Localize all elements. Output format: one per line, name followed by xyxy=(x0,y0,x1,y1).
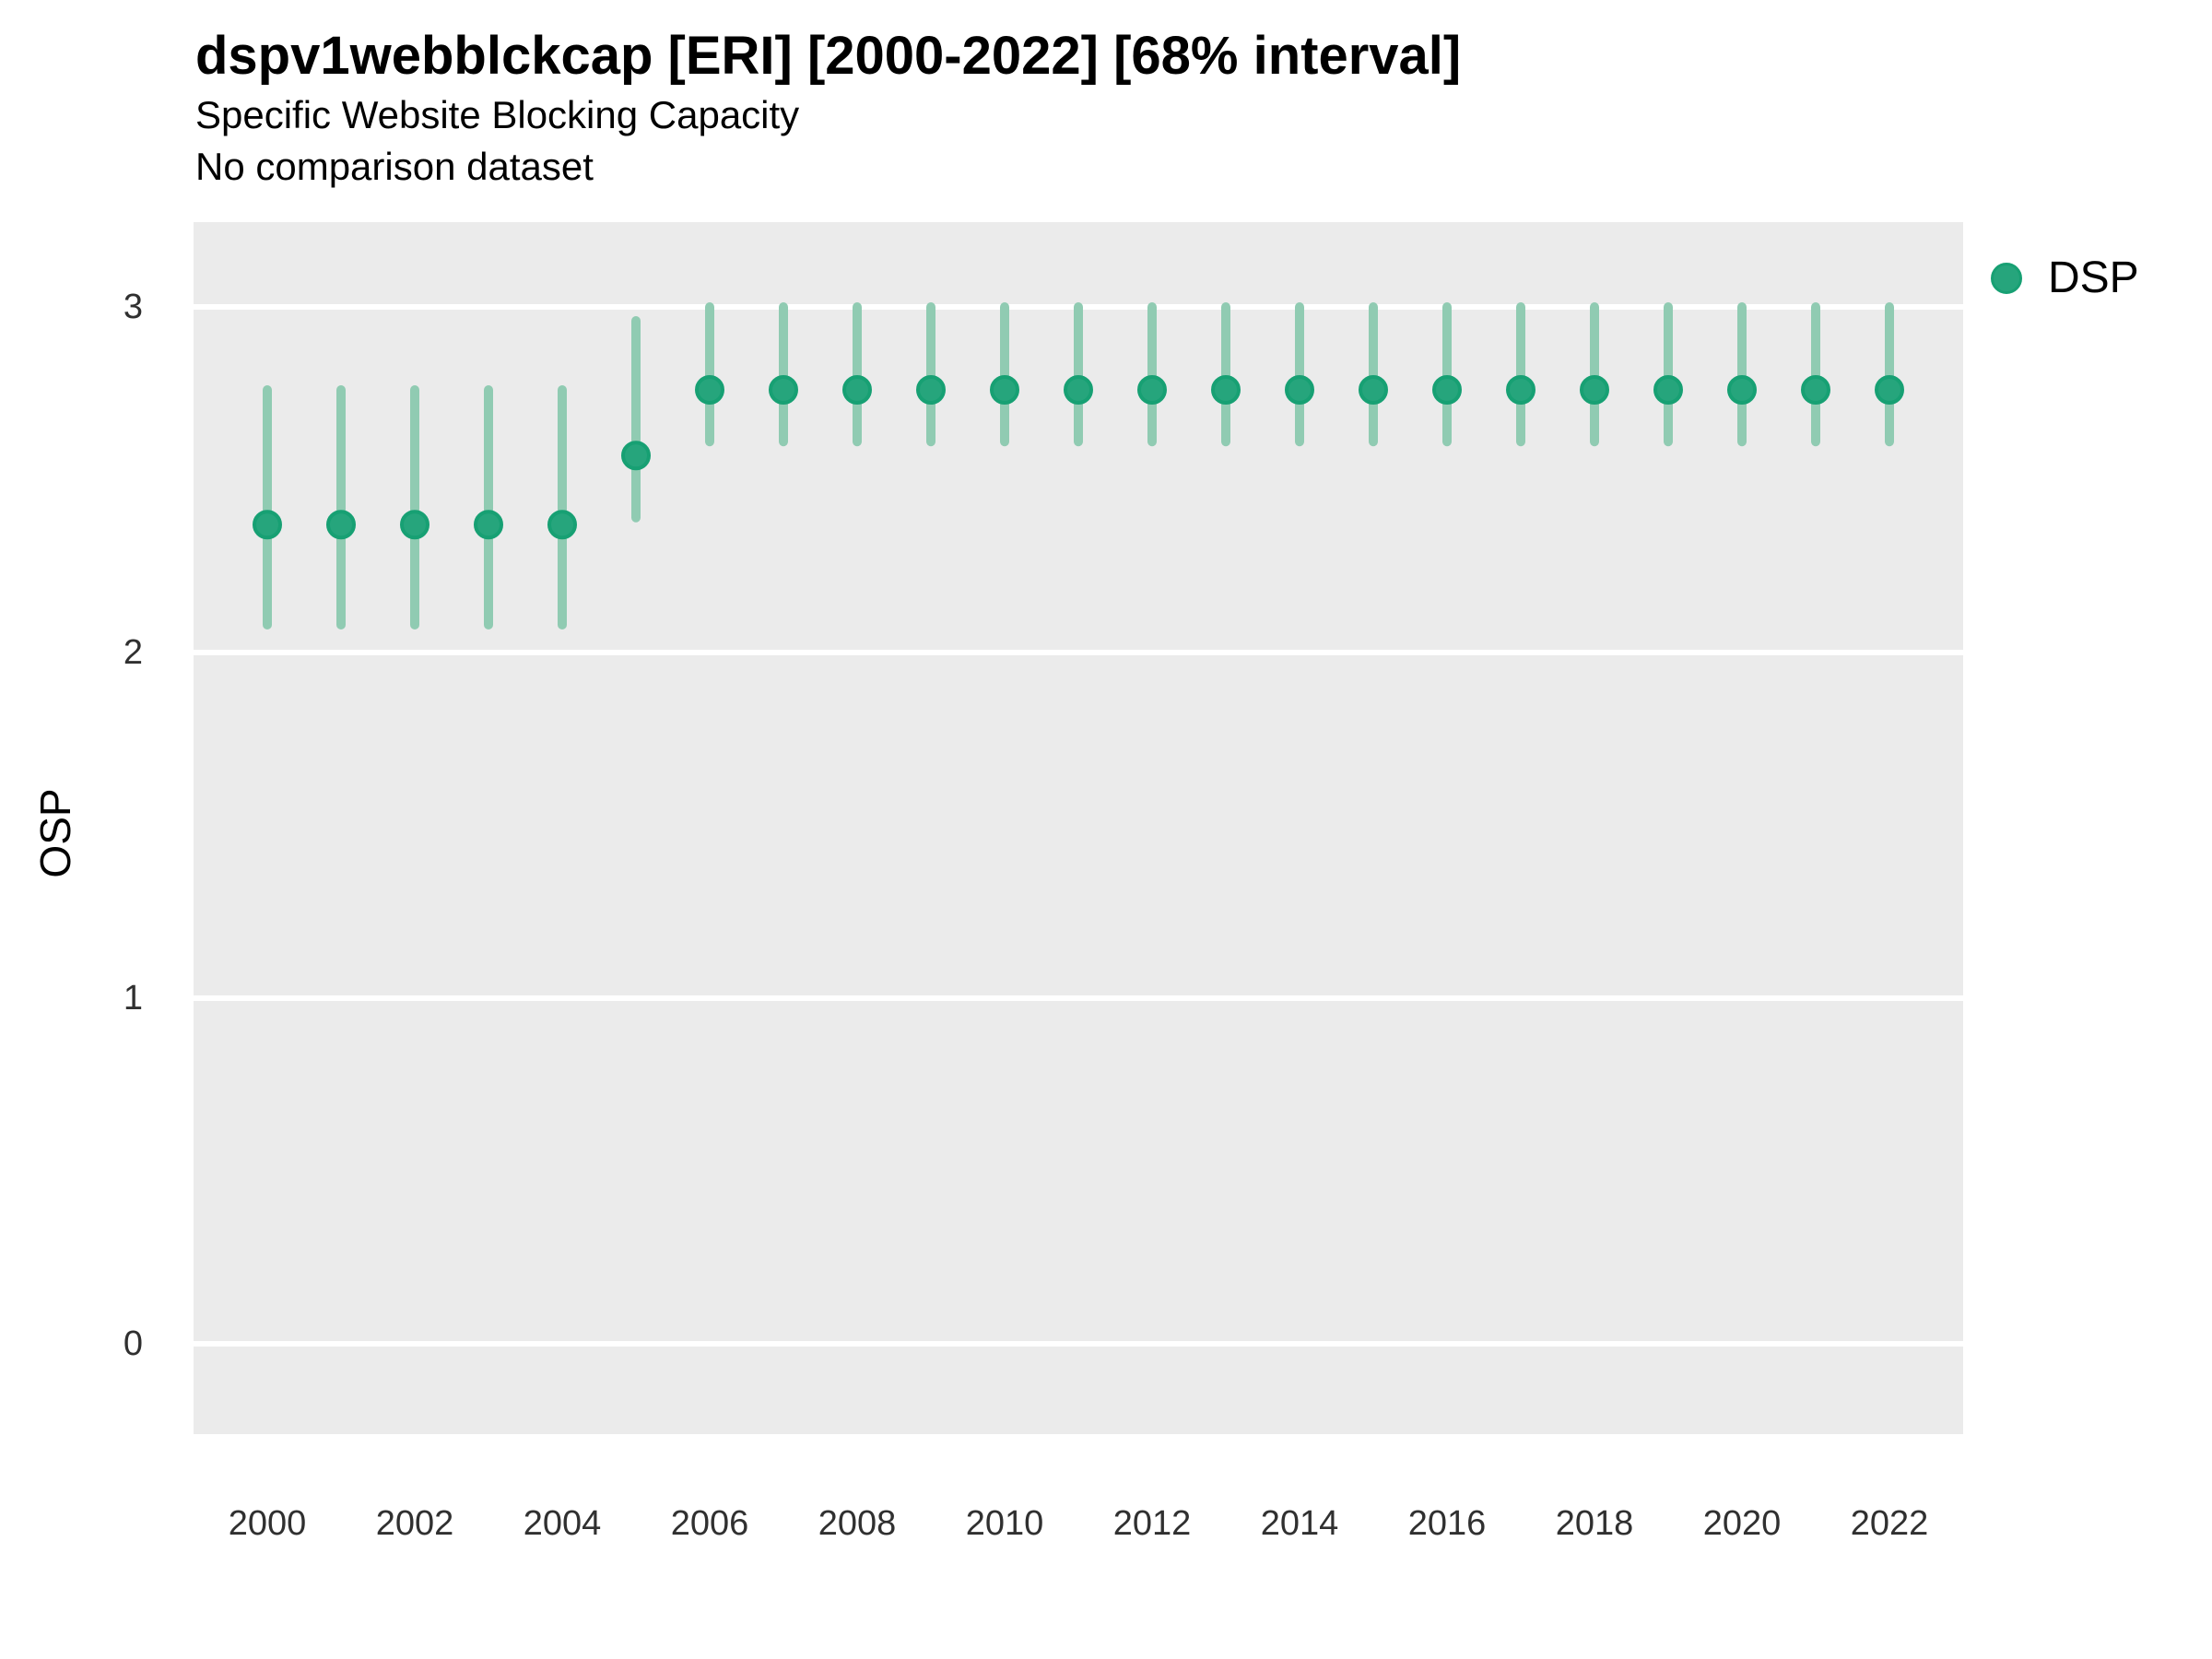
chart-title: dspv1webblckcap [ERI] [2000-2022] [68% i… xyxy=(195,26,1462,86)
data-point-2016 xyxy=(1432,375,1462,405)
chart-subtitle: Specific Website Blocking Capacity xyxy=(195,93,800,136)
data-point-2002 xyxy=(400,510,429,540)
data-point-2011 xyxy=(1064,375,1093,405)
data-point-2013 xyxy=(1211,375,1241,405)
x-tick-label-2016: 2016 xyxy=(1407,1504,1487,1543)
data-point-2000 xyxy=(253,510,282,540)
data-point-2022 xyxy=(1875,375,1904,405)
data-point-2019 xyxy=(1653,375,1683,405)
x-tick-label-2004: 2004 xyxy=(523,1504,602,1543)
data-point-2004 xyxy=(547,510,577,540)
y-tick-label-1: 1 xyxy=(123,979,143,1018)
data-point-2014 xyxy=(1285,375,1314,405)
data-point-2007 xyxy=(769,375,798,405)
data-point-2006 xyxy=(695,375,724,405)
data-point-2018 xyxy=(1580,375,1609,405)
data-point-2021 xyxy=(1801,375,1830,405)
x-tick-label-2000: 2000 xyxy=(228,1504,307,1543)
data-point-2015 xyxy=(1359,375,1388,405)
y-tick-label-0: 0 xyxy=(123,1324,143,1363)
legend: DSP xyxy=(1991,256,2139,300)
y-tick-label-3: 3 xyxy=(123,288,143,326)
x-tick-label-2008: 2008 xyxy=(818,1504,897,1543)
data-point-2003 xyxy=(474,510,503,540)
data-point-2012 xyxy=(1137,375,1167,405)
data-point-2010 xyxy=(990,375,1019,405)
y-tick-label-2: 2 xyxy=(123,633,143,672)
legend-dot-icon xyxy=(1991,263,2022,294)
chart-note: No comparison dataset xyxy=(195,145,594,188)
data-point-2017 xyxy=(1506,375,1535,405)
data-point-2005 xyxy=(621,441,651,471)
x-tick-label-2010: 2010 xyxy=(965,1504,1044,1543)
data-point-2008 xyxy=(842,375,872,405)
plot-panel xyxy=(194,222,1963,1434)
y-axis-title: OSP xyxy=(31,788,79,878)
data-point-2001 xyxy=(326,510,356,540)
x-tick-label-2006: 2006 xyxy=(670,1504,749,1543)
x-tick-label-2002: 2002 xyxy=(375,1504,454,1543)
x-tick-label-2022: 2022 xyxy=(1850,1504,1929,1543)
x-tick-label-2014: 2014 xyxy=(1260,1504,1339,1543)
legend-label: DSP xyxy=(2048,253,2139,302)
data-point-2009 xyxy=(916,375,946,405)
x-tick-label-2018: 2018 xyxy=(1555,1504,1634,1543)
plot-area xyxy=(194,302,1963,1347)
x-tick-label-2020: 2020 xyxy=(1702,1504,1782,1543)
data-point-2020 xyxy=(1727,375,1757,405)
x-tick-label-2012: 2012 xyxy=(1112,1504,1192,1543)
